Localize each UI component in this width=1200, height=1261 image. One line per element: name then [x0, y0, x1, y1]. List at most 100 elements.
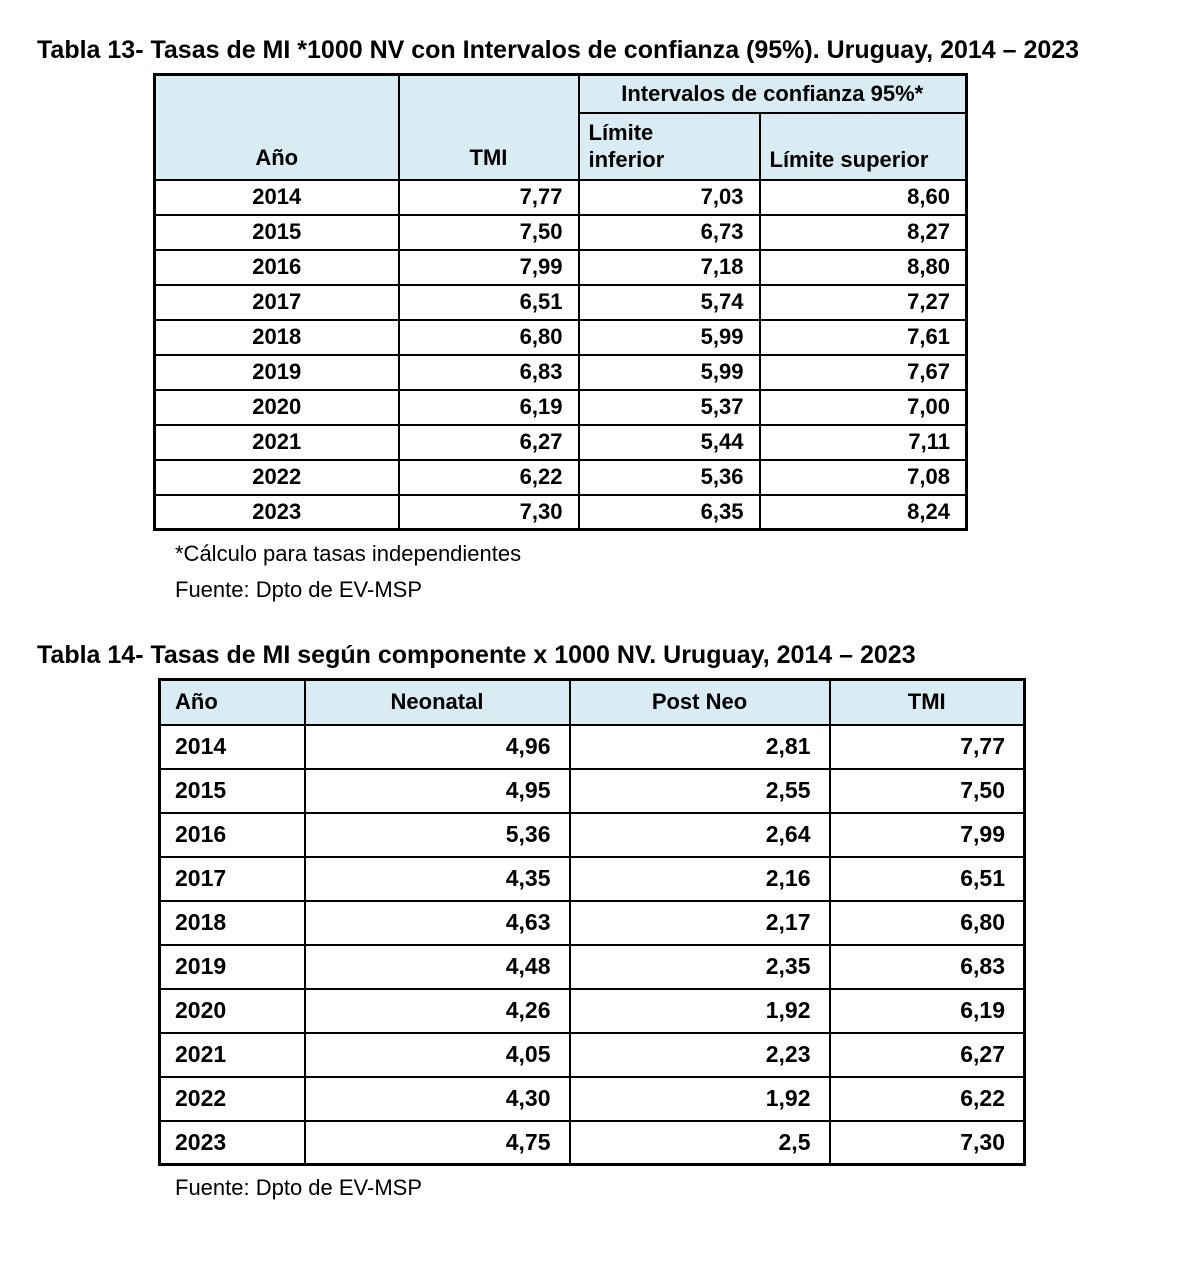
table-row: 2019 6,83 5,99 7,67 [153, 353, 968, 391]
table-row: 2020 4,26 1,92 6,19 [158, 987, 1026, 1034]
ci-lower-cell: 5,99 [577, 318, 761, 356]
year-cell: 2017 [158, 855, 306, 902]
table14-header-neonatal: Neonatal [303, 678, 571, 726]
table14-body: 2014 4,96 2,81 7,77 2015 4,95 2,55 7,50 2016 5,36… [158, 723, 1026, 1166]
tmi-value-cell: 6,22 [828, 1075, 1026, 1122]
year-cell: 2018 [153, 318, 400, 356]
year-cell: 2019 [158, 943, 306, 990]
postneo-value-cell: 1,92 [568, 1075, 831, 1122]
table13-title: Tabla 13- Tasas de MI *1000 NV con Inter… [37, 36, 1080, 64]
neonatal-value-cell: 4,35 [303, 855, 571, 902]
year-cell: 2014 [158, 723, 306, 770]
postneo-value-cell: 1,92 [568, 987, 831, 1034]
table14-header-row: Año Neonatal Post Neo TMI [158, 678, 1026, 726]
postneo-value-cell: 2,81 [568, 723, 831, 770]
table-row: 2021 6,27 5,44 7,11 [153, 423, 968, 461]
table-row: 2017 6,51 5,74 7,27 [153, 283, 968, 321]
tmi-value-cell: 7,30 [828, 1119, 1026, 1166]
neonatal-value-cell: 4,05 [303, 1031, 571, 1078]
table14-header-tmi: TMI [828, 678, 1026, 726]
table-row: 2021 4,05 2,23 6,27 [158, 1031, 1026, 1078]
tmi-value-cell: 7,30 [397, 493, 580, 531]
table-row: 2017 4,35 2,16 6,51 [158, 855, 1026, 902]
year-cell: 2017 [153, 283, 400, 321]
tmi-value-cell: 7,99 [397, 248, 580, 286]
postneo-value-cell: 2,16 [568, 855, 831, 902]
table-row: 2022 4,30 1,92 6,22 [158, 1075, 1026, 1122]
tmi-value-cell: 7,99 [828, 811, 1026, 858]
year-cell: 2022 [158, 1075, 306, 1122]
ci-lower-cell: 5,36 [577, 458, 761, 496]
tmi-value-cell: 6,83 [828, 943, 1026, 990]
year-cell: 2021 [158, 1031, 306, 1078]
table13-header-limite-superior: Límite superior [758, 111, 968, 181]
ci-lower-cell: 5,44 [577, 423, 761, 461]
tmi-value-cell: 6,27 [828, 1031, 1026, 1078]
table14: Año Neonatal Post Neo TMI 2014 4,96 2,81 7,… [158, 678, 1026, 1166]
postneo-value-cell: 2,23 [568, 1031, 831, 1078]
table14-source: Fuente: Dpto de EV-MSP [175, 1175, 423, 1200]
year-cell: 2015 [153, 213, 400, 251]
neonatal-value-cell: 4,48 [303, 943, 571, 990]
ci-upper-cell: 8,80 [758, 248, 968, 286]
ci-lower-cell: 5,37 [577, 388, 761, 426]
year-cell: 2023 [153, 493, 400, 531]
ci-upper-cell: 8,24 [758, 493, 968, 531]
year-cell: 2018 [158, 899, 306, 946]
table-row: 2016 7,99 7,18 8,80 [153, 248, 968, 286]
postneo-value-cell: 2,17 [568, 899, 831, 946]
table-row: 2015 4,95 2,55 7,50 [158, 767, 1026, 814]
table13-header-ci-group: Intervalos de confianza 95%* [577, 73, 968, 114]
year-cell: 2015 [158, 767, 306, 814]
table13-header: Año TMI Intervalos de confianza 95%* Lím… [153, 73, 968, 181]
neonatal-value-cell: 4,30 [303, 1075, 571, 1122]
year-cell: 2022 [153, 458, 400, 496]
neonatal-value-cell: 5,36 [303, 811, 571, 858]
neonatal-value-cell: 4,63 [303, 899, 571, 946]
tmi-value-cell: 6,80 [828, 899, 1026, 946]
neonatal-value-cell: 4,75 [303, 1119, 571, 1166]
tmi-value-cell: 6,51 [397, 283, 580, 321]
ci-lower-cell: 7,18 [577, 248, 761, 286]
table13-header-tmi: TMI [397, 73, 580, 181]
table13-body: 2014 7,77 7,03 8,60 2015 7,50 6,73 8,27 2016 7,99… [153, 178, 968, 531]
ci-lower-cell: 6,35 [577, 493, 761, 531]
tmi-value-cell: 6,22 [397, 458, 580, 496]
table13-header-limite-inferior: Límite inferior [577, 111, 761, 181]
ci-upper-cell: 7,08 [758, 458, 968, 496]
postneo-value-cell: 2,5 [568, 1119, 831, 1166]
postneo-value-cell: 2,55 [568, 767, 831, 814]
table-row: 2019 4,48 2,35 6,83 [158, 943, 1026, 990]
postneo-value-cell: 2,64 [568, 811, 831, 858]
tmi-value-cell: 6,83 [397, 353, 580, 391]
tmi-value-cell: 7,77 [397, 178, 580, 216]
table13-header-anio: Año [153, 73, 400, 181]
year-cell: 2023 [158, 1119, 306, 1166]
table-row: 2020 6,19 5,37 7,00 [153, 388, 968, 426]
table-row: 2014 7,77 7,03 8,60 [153, 178, 968, 216]
tmi-value-cell: 6,19 [397, 388, 580, 426]
table-row: 2014 4,96 2,81 7,77 [158, 723, 1026, 770]
ci-upper-cell: 7,11 [758, 423, 968, 461]
table-row: 2018 4,63 2,17 6,80 [158, 899, 1026, 946]
ci-upper-cell: 7,61 [758, 318, 968, 356]
year-cell: 2016 [153, 248, 400, 286]
tmi-value-cell: 6,51 [828, 855, 1026, 902]
tmi-value-cell: 7,77 [828, 723, 1026, 770]
table13-header-row-group: Año TMI Intervalos de confianza 95%* [153, 73, 968, 181]
ci-lower-cell: 7,03 [577, 178, 761, 216]
table-row: 2018 6,80 5,99 7,61 [153, 318, 968, 356]
tmi-value-cell: 6,80 [397, 318, 580, 356]
tmi-value-cell: 6,19 [828, 987, 1026, 1034]
tmi-value-cell: 6,27 [397, 423, 580, 461]
table14-header-anio: Año [158, 678, 306, 726]
table-row: 2023 4,75 2,5 7,30 [158, 1119, 1026, 1166]
ci-upper-cell: 8,60 [758, 178, 968, 216]
year-cell: 2021 [153, 423, 400, 461]
year-cell: 2014 [153, 178, 400, 216]
ci-upper-cell: 8,27 [758, 213, 968, 251]
year-cell: 2020 [153, 388, 400, 426]
table14-header: Año Neonatal Post Neo TMI [158, 678, 1026, 726]
postneo-value-cell: 2,35 [568, 943, 831, 990]
